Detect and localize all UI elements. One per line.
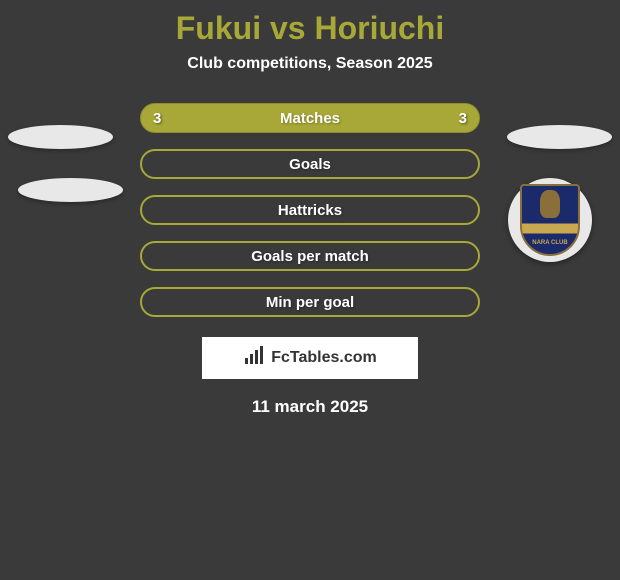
watermark: FcTables.com xyxy=(202,337,418,379)
stat-row-hattricks: Hattricks xyxy=(0,195,620,225)
comparison-date: 11 march 2025 xyxy=(0,397,620,417)
stats-bars: 3 Matches 3 Goals Hattricks Goals per ma… xyxy=(0,103,620,317)
stat-row-matches: 3 Matches 3 xyxy=(0,103,620,133)
stat-label: Hattricks xyxy=(278,202,342,219)
stat-label: Goals per match xyxy=(251,248,369,265)
comparison-subtitle: Club competitions, Season 2025 xyxy=(0,55,620,73)
stat-label: Goals xyxy=(289,156,331,173)
stat-value-right: 3 xyxy=(459,110,467,127)
stat-label: Matches xyxy=(280,110,340,127)
stat-row-goals: Goals xyxy=(0,149,620,179)
stat-bar: Goals xyxy=(140,149,480,179)
stat-row-goals-per-match: Goals per match xyxy=(0,241,620,271)
stat-bar: 3 Matches 3 xyxy=(140,103,480,133)
stat-bar: Min per goal xyxy=(140,287,480,317)
watermark-chart-icon xyxy=(243,346,265,371)
stat-bar: Hattricks xyxy=(140,195,480,225)
stat-bar: Goals per match xyxy=(140,241,480,271)
stat-value-left: 3 xyxy=(153,110,161,127)
watermark-label: FcTables.com xyxy=(271,349,377,367)
stat-row-min-per-goal: Min per goal xyxy=(0,287,620,317)
stat-label: Min per goal xyxy=(266,294,354,311)
comparison-title: Fukui vs Horiuchi xyxy=(0,0,620,47)
